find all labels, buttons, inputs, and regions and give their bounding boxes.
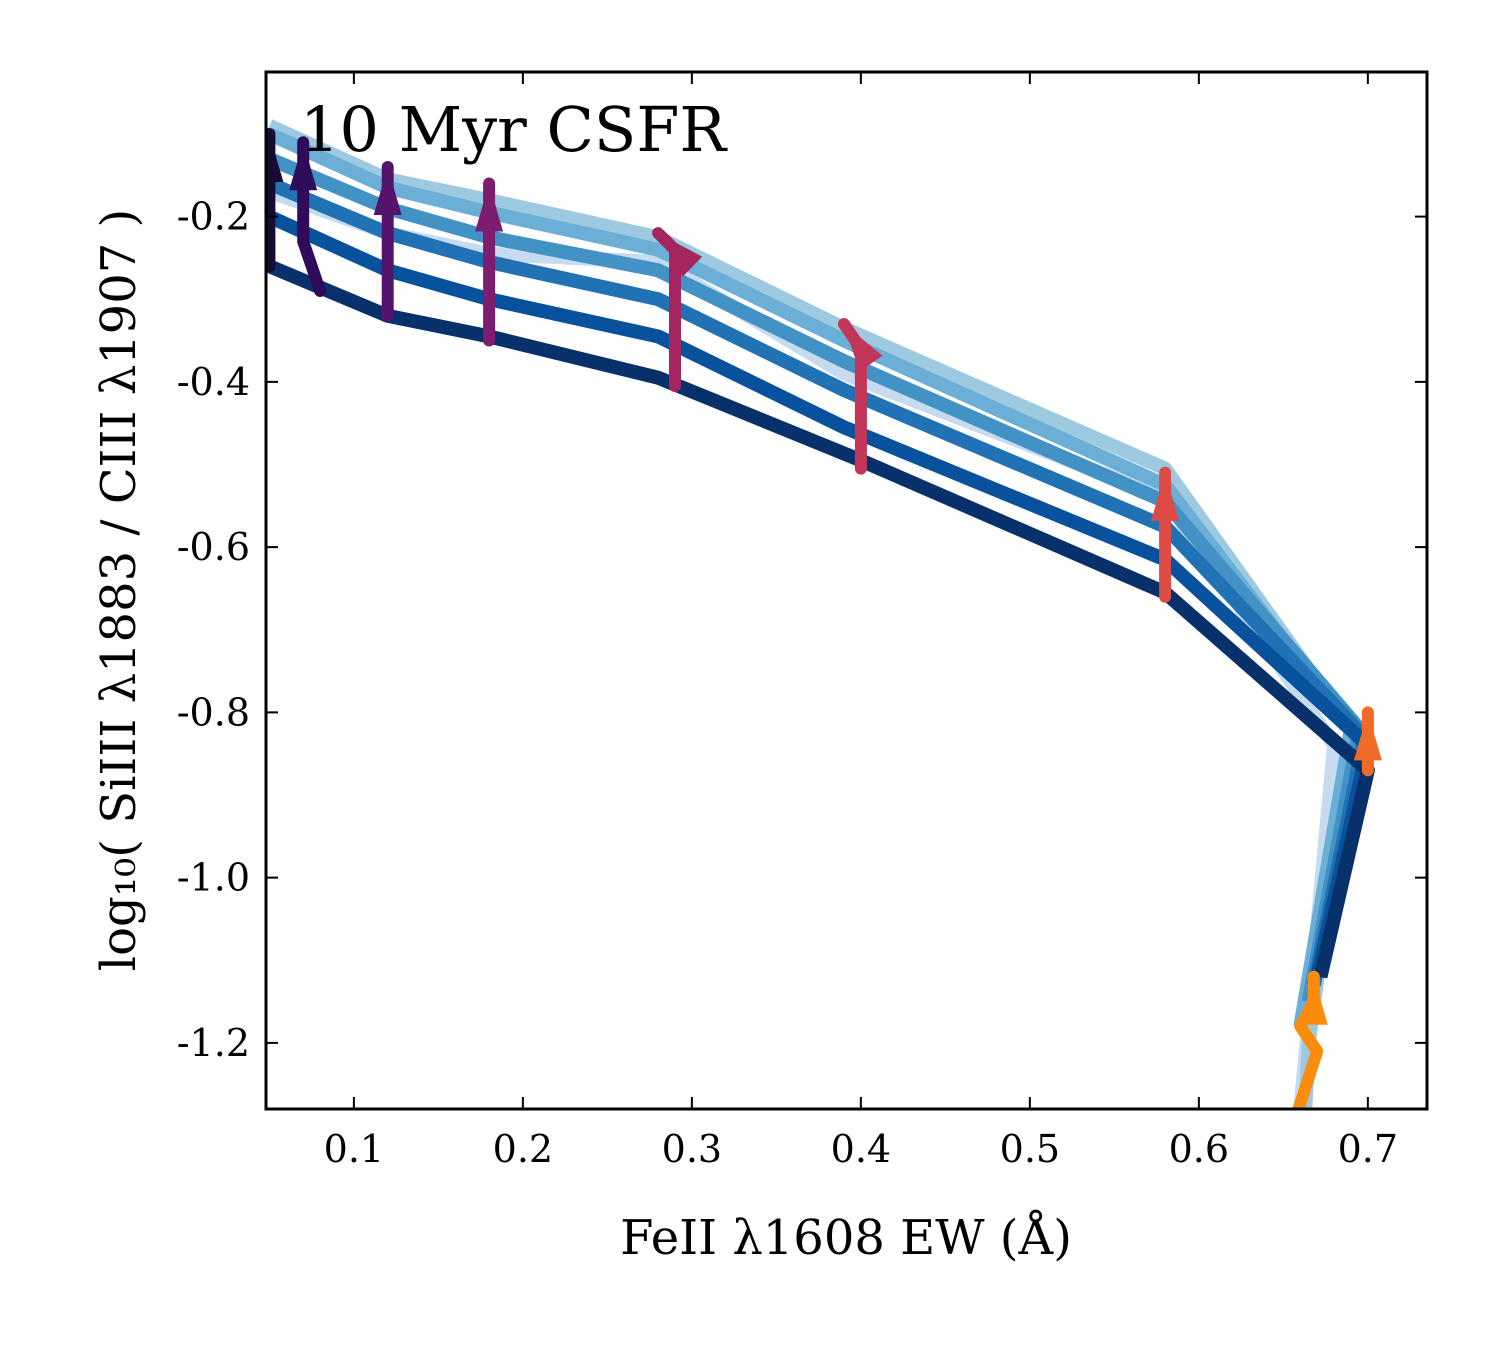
- x-axis-label: FeII λ1608 EW (Å): [620, 1209, 1072, 1266]
- arrow-head-2: [289, 142, 318, 191]
- tick-layer: 0.1 0.2 0.3 0.4 0.5 0.6 0.7 -0.2 -0.4 -0.6 -0.8 -1.…: [177, 72, 1427, 1171]
- x-tick-label-4: 0.4: [831, 1127, 891, 1171]
- evolution-arrow-4: [475, 177, 504, 347]
- evolution-arrow-5: [652, 227, 703, 392]
- evolution-arrow-3: [373, 161, 402, 322]
- x-tick-label-5: 0.5: [1000, 1127, 1060, 1171]
- arrow-head-9: [1299, 976, 1328, 1025]
- y-axis-label: log₁₀( SiIII λ1883 / CIII λ1907 ): [91, 209, 147, 972]
- x-tick-label-6: 0.6: [1169, 1127, 1229, 1171]
- x-tick-label-2: 0.2: [493, 1127, 553, 1171]
- arrow-head-4: [475, 183, 504, 232]
- arrow-head-6: [843, 324, 883, 372]
- annotation-label: 10 Myr CSFR: [300, 93, 728, 166]
- arrow-head-5: [658, 233, 703, 277]
- y-tick-label-5: -1.0: [177, 856, 250, 900]
- evolution-arrow-2: [289, 136, 327, 297]
- arrow-head-1: [266, 133, 284, 182]
- y-tick-label-1: -0.2: [177, 195, 250, 239]
- x-tick-label-1: 0.1: [324, 1127, 384, 1171]
- y-tick-label-4: -0.8: [177, 690, 250, 734]
- y-tick-label-2: -0.4: [177, 360, 250, 404]
- evolution-arrow-7: [1151, 466, 1180, 603]
- plot-frame: [264, 70, 1429, 1111]
- evolution-arrow-1: [266, 128, 284, 273]
- evolution-arrow-9: [1292, 970, 1328, 1109]
- series-line-7: [266, 259, 1375, 979]
- x-tick-label-3: 0.3: [662, 1127, 722, 1171]
- arrow-layer: [266, 128, 1382, 1109]
- arrow-head-3: [373, 167, 402, 216]
- evolution-arrow-6: [838, 318, 883, 475]
- arrow-head-8: [1353, 712, 1382, 761]
- series-line-5: [266, 177, 1372, 987]
- y-tick-label-3: -0.6: [177, 525, 250, 569]
- arrow-head-7: [1151, 472, 1180, 521]
- y-tick-label-6: -1.2: [177, 1021, 250, 1065]
- series-line-6: [266, 210, 1375, 979]
- x-tick-label-7: 0.7: [1338, 1127, 1398, 1171]
- evolution-arrow-8: [1353, 706, 1382, 777]
